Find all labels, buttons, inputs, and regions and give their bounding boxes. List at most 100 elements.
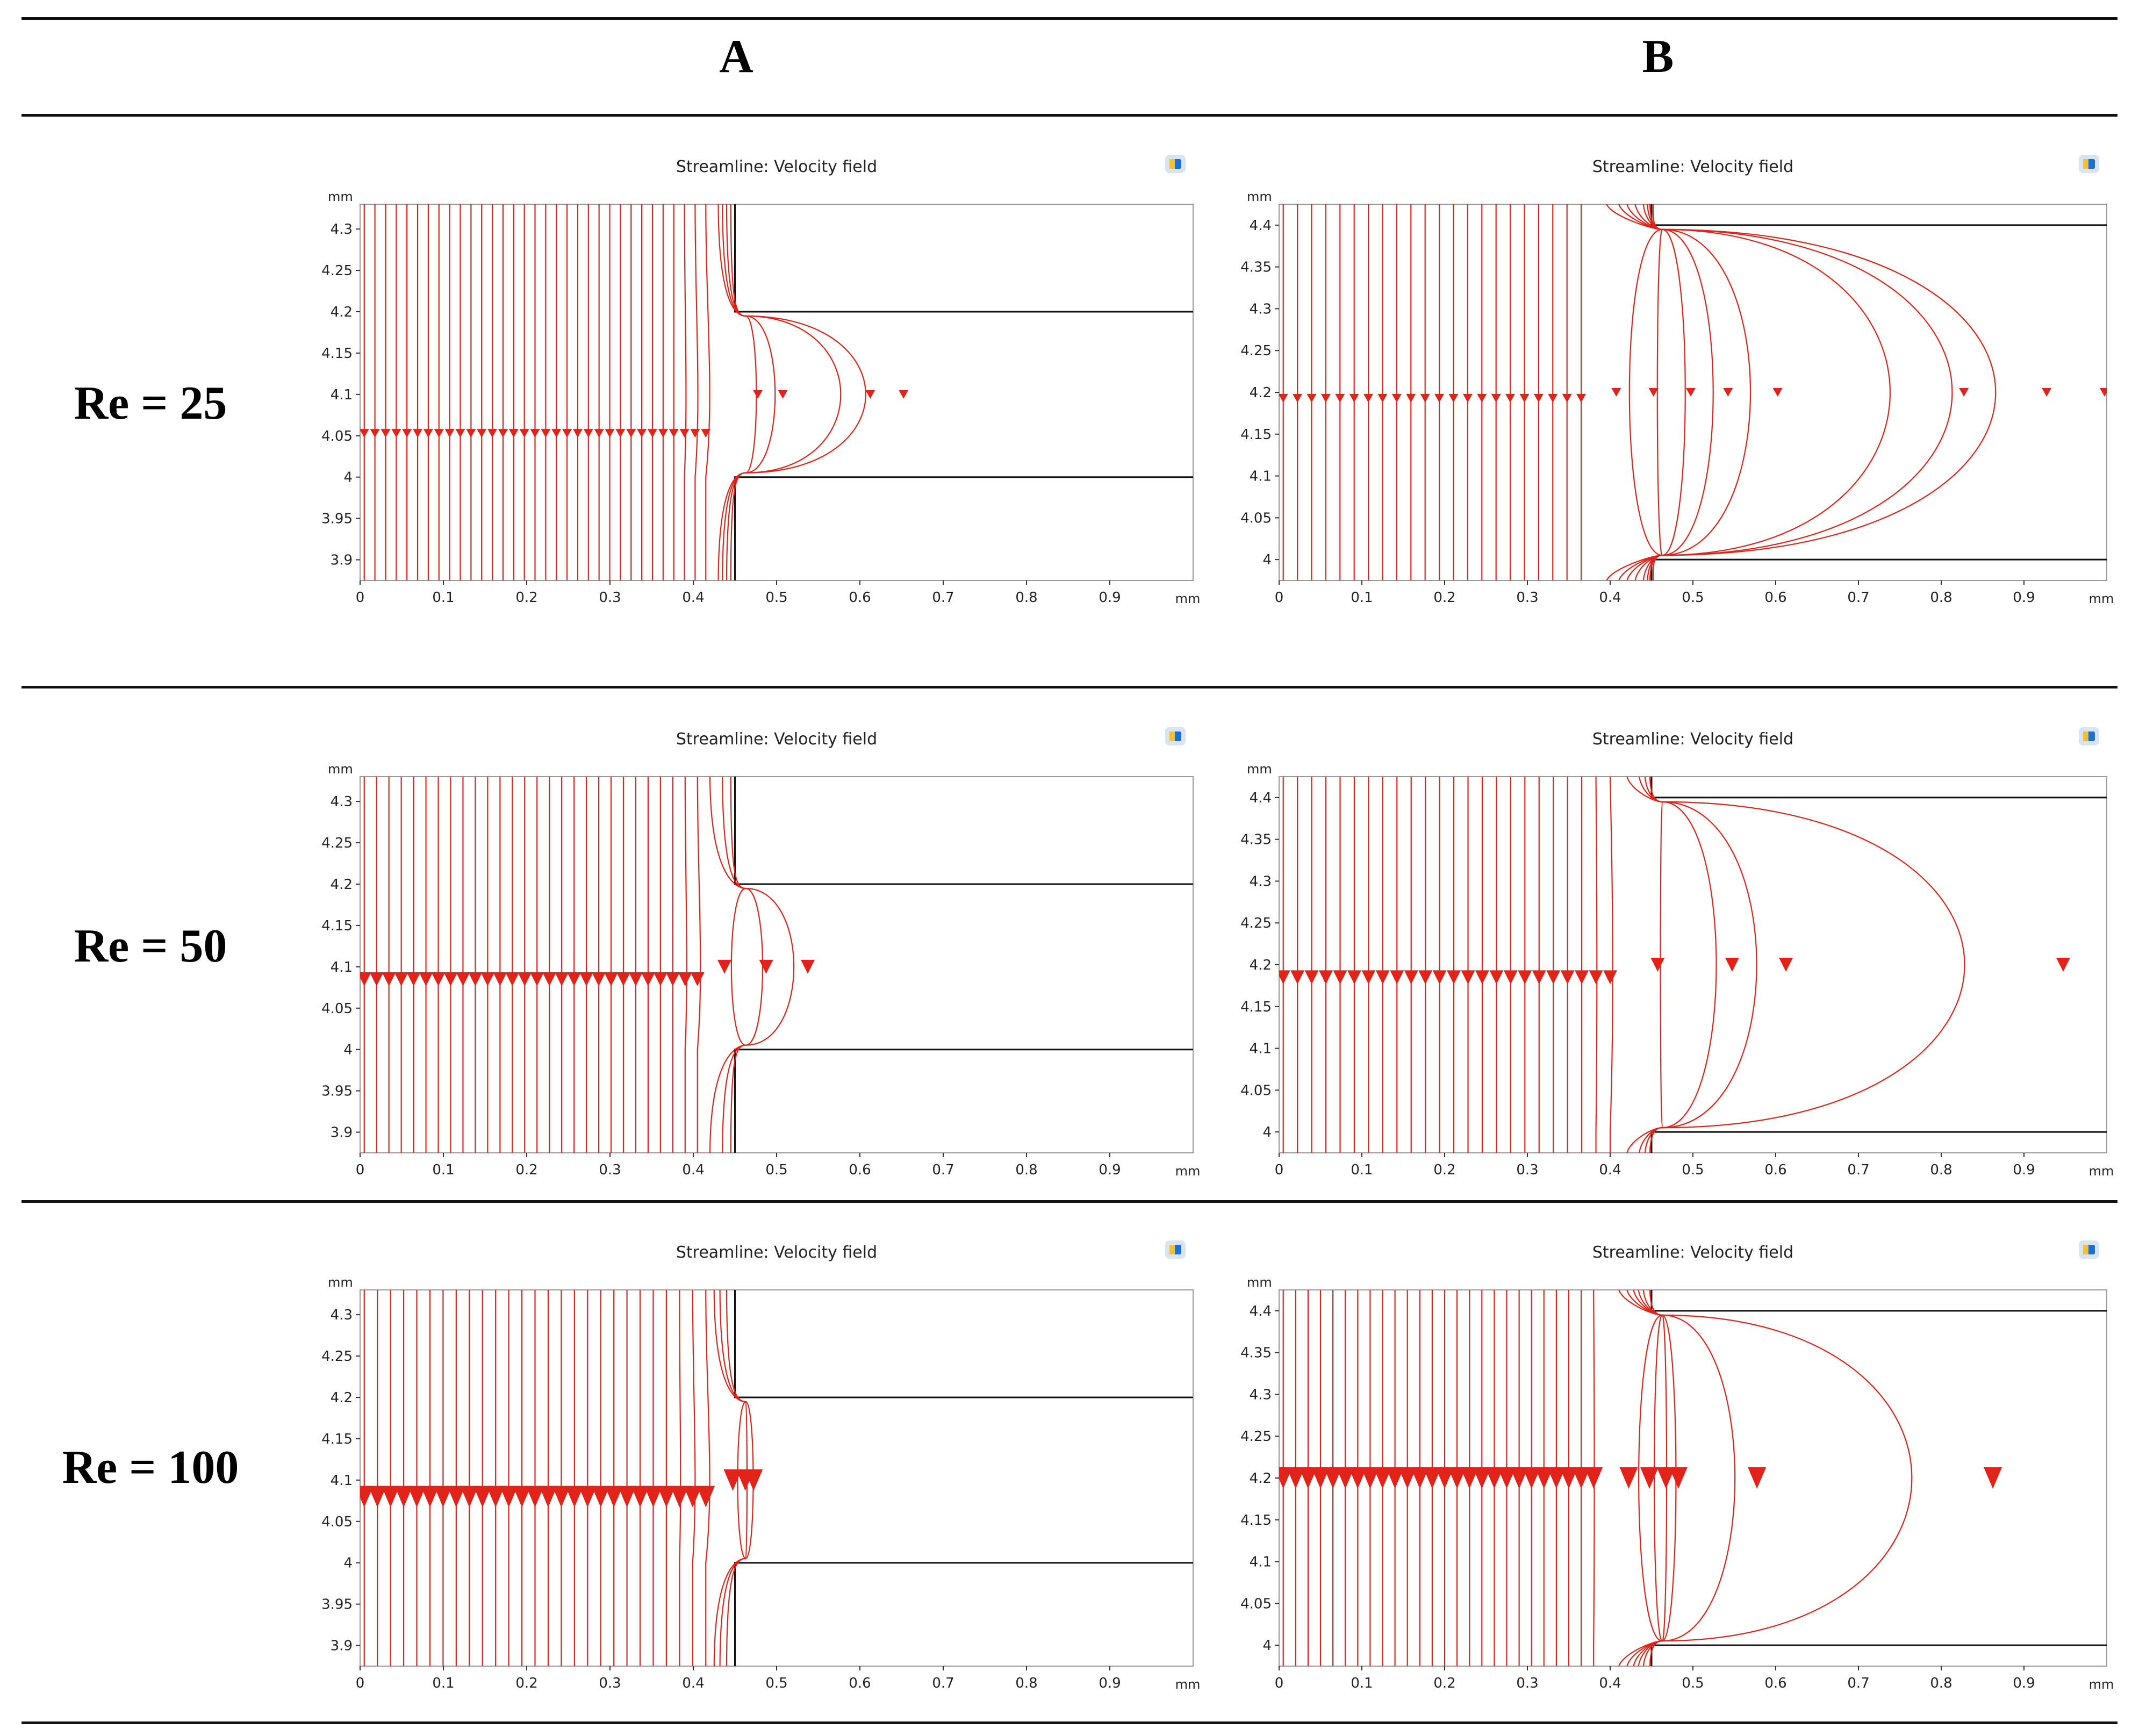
- x-tick-label: 0.6: [1764, 1162, 1786, 1178]
- x-tick-label: 0.4: [1599, 1162, 1621, 1178]
- streamline-arrow: [701, 429, 711, 438]
- recirculation-streamline: [722, 204, 776, 580]
- streamline-arrow: [572, 429, 583, 438]
- streamline-arrow: [1434, 393, 1445, 403]
- streamline-arrow: [420, 1486, 439, 1508]
- y-tick-label: 4.1: [331, 1473, 353, 1489]
- x-tick-label: 0: [1275, 1675, 1284, 1691]
- row-label-re-50: Re = 50: [74, 920, 227, 972]
- x-tick-label: 0.5: [765, 1675, 787, 1691]
- y-tick-label: 4.15: [321, 346, 353, 362]
- recirculation-arrow: [1959, 388, 1969, 397]
- streamline-arrow: [1347, 970, 1361, 985]
- streamline-arrow: [555, 972, 569, 986]
- x-tick-label: 0.9: [2013, 590, 2035, 606]
- x-tick-label: 0.8: [1930, 590, 1952, 606]
- x-tick-label: 0.9: [2013, 1162, 2035, 1178]
- x-tick-label: 0.2: [1433, 590, 1455, 606]
- x-unit-label: mm: [1175, 1164, 1201, 1179]
- streamline-arrow: [658, 429, 668, 438]
- streamline-arrow: [1418, 970, 1433, 985]
- streamline-arrow: [1420, 393, 1430, 403]
- streamline-arrow: [1477, 393, 1487, 403]
- y-tick-label: 4.25: [1240, 915, 1272, 931]
- x-tick-label: 0.6: [849, 1162, 871, 1178]
- streamline: [1595, 777, 1598, 1153]
- plot-frame: [360, 776, 1194, 1153]
- y-tick-label: 3.95: [321, 1597, 353, 1613]
- x-tick-label: 0.7: [932, 1675, 954, 1691]
- channel-wall-upper: [734, 1290, 1193, 1398]
- channel-wall-lower: [734, 1049, 1193, 1153]
- recirculation-streamline: [1639, 777, 1717, 1153]
- y-tick-label: 4.4: [1250, 1303, 1272, 1319]
- streamline-arrow: [1320, 393, 1331, 403]
- streamline-arrow: [391, 429, 401, 438]
- streamline-arrow: [419, 972, 433, 986]
- x-tick-label: 0.8: [1930, 1675, 1952, 1691]
- streamline-arrow: [1575, 970, 1589, 985]
- y-tick-label: 4.15: [1240, 999, 1272, 1015]
- streamline-arrow: [605, 1486, 623, 1508]
- streamline-arrow: [669, 429, 679, 438]
- streamline: [705, 1290, 710, 1666]
- streamline-arrow: [505, 972, 520, 986]
- y-tick-label: 4.25: [321, 1348, 353, 1365]
- streamline-arrow: [616, 972, 630, 986]
- streamline: [684, 204, 687, 580]
- streamline-arrow: [647, 429, 657, 438]
- y-tick-label: 4.2: [1250, 1470, 1272, 1487]
- streamline-arrow: [1448, 393, 1459, 403]
- streamline-arrow: [1518, 970, 1532, 985]
- x-tick-label: 0.6: [1764, 1675, 1786, 1691]
- streamline-arrow: [1522, 1467, 1541, 1489]
- streamline-arrow: [1304, 970, 1319, 985]
- y-tick-label: 4: [343, 1555, 353, 1572]
- streamline-arrow: [526, 1486, 544, 1508]
- streamline-arrow: [1497, 1467, 1516, 1489]
- streamline-arrow: [1398, 1467, 1417, 1489]
- recirculation-arrow: [1656, 1467, 1675, 1489]
- streamline-arrow: [455, 429, 465, 438]
- streamline-arrow: [1333, 970, 1347, 985]
- y-tick-label: 4.35: [1240, 1345, 1272, 1361]
- streamline-arrow: [1462, 393, 1473, 403]
- x-tick-label: 0.6: [1764, 590, 1786, 606]
- y-tick-label: 4.25: [321, 835, 353, 851]
- y-tick-label: 4: [343, 1042, 353, 1058]
- x-tick-label: 0.4: [682, 590, 704, 606]
- y-tick-label: 4.15: [1240, 427, 1272, 443]
- streamline-arrow: [1560, 1467, 1578, 1489]
- x-tick-label: 0.6: [849, 1675, 871, 1691]
- y-tick-label: 4.25: [321, 263, 353, 279]
- streamline-arrow: [1375, 970, 1390, 985]
- streamline-arrow: [382, 972, 396, 986]
- y-tick-label: 4.2: [331, 1390, 353, 1406]
- streamline-arrow: [542, 972, 557, 986]
- x-unit-label: mm: [2089, 1164, 2114, 1179]
- recirculation-streamline: [1606, 204, 1663, 580]
- recirculation-arrow: [1619, 1467, 1638, 1489]
- streamline-arrow: [1533, 393, 1544, 403]
- y-tick-label: 4: [1262, 1124, 1272, 1140]
- streamline-arrow: [1547, 1467, 1566, 1489]
- y-tick-label: 4.1: [1250, 469, 1272, 485]
- x-tick-label: 0: [356, 1675, 365, 1691]
- y-tick-label: 4.4: [1250, 218, 1272, 234]
- recirculation-streamline: [730, 777, 795, 1153]
- x-tick-label: 0.2: [515, 1162, 537, 1178]
- y-tick-label: 4.3: [331, 1307, 353, 1323]
- streamline-arrow: [1373, 1467, 1392, 1489]
- recirculation-streamline: [1618, 204, 1663, 580]
- channel-wall-lower: [734, 1562, 1193, 1666]
- channel-wall-upper: [734, 204, 1193, 313]
- streamline-arrow: [1386, 1467, 1404, 1489]
- streamline-arrow: [1548, 393, 1558, 403]
- recirculation-arrow: [744, 1469, 763, 1491]
- recirculation-streamline: [1634, 204, 1714, 580]
- streamline-arrow: [1406, 393, 1416, 403]
- streamline-arrow: [1491, 393, 1501, 403]
- x-tick-label: 0.8: [1015, 590, 1037, 606]
- streamline: [684, 777, 687, 1153]
- streamline-arrow: [1485, 1467, 1504, 1489]
